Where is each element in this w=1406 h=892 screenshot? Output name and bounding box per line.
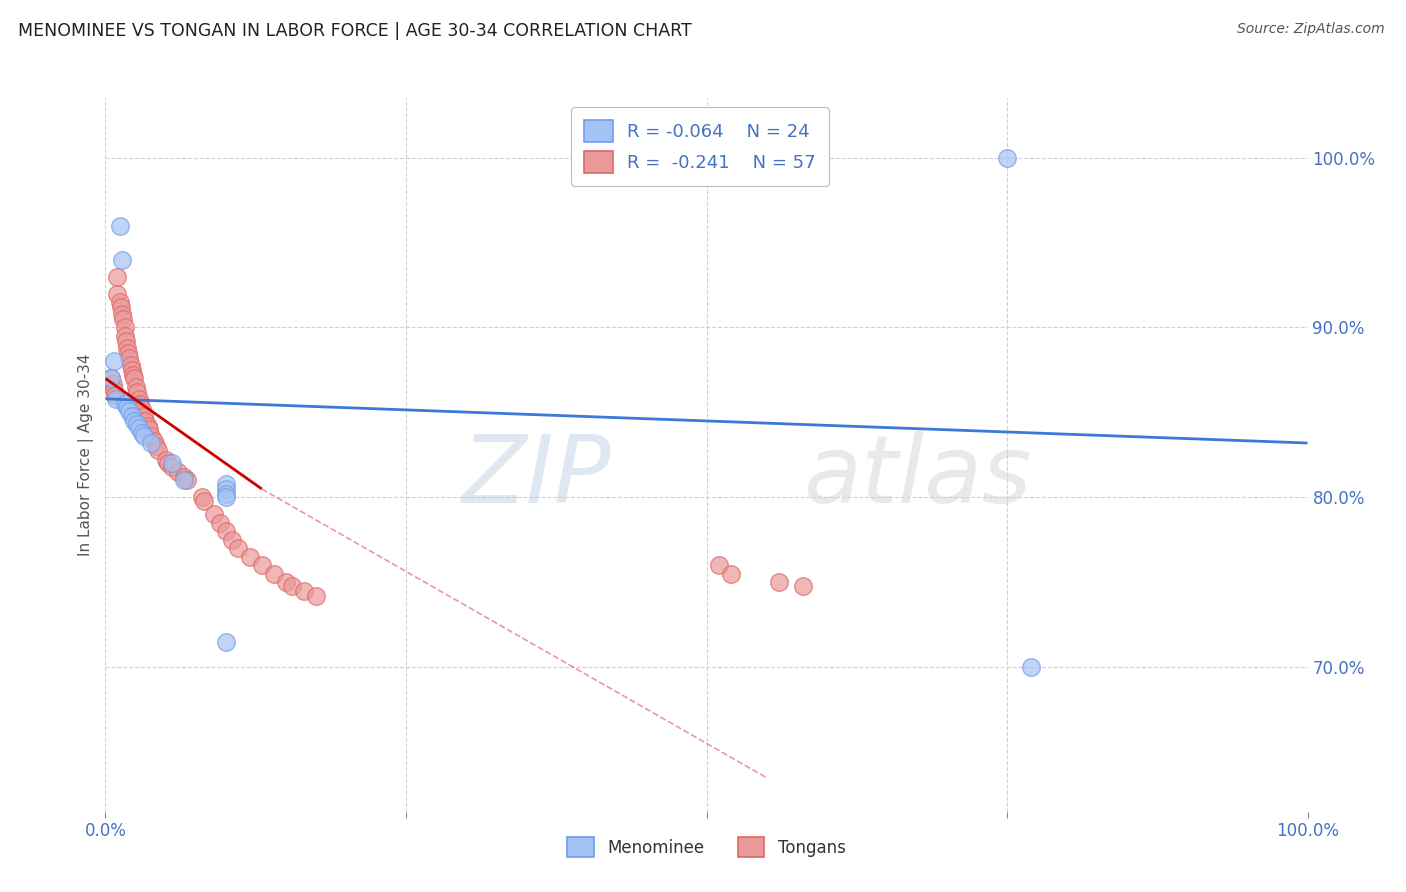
- Point: [214, 476, 236, 491]
- Point: [100, 371, 122, 385]
- Point: [214, 482, 236, 496]
- Legend: Menominee, Tongans: Menominee, Tongans: [561, 830, 852, 864]
- Point: [131, 402, 153, 417]
- Point: [173, 470, 195, 484]
- Point: [134, 414, 156, 428]
- Point: [132, 429, 155, 443]
- Point: [125, 417, 148, 432]
- Point: [107, 286, 129, 301]
- Point: [131, 425, 153, 440]
- Point: [118, 403, 141, 417]
- Point: [214, 635, 236, 649]
- Point: [114, 329, 136, 343]
- Point: [107, 269, 129, 284]
- Point: [120, 358, 142, 372]
- Point: [115, 401, 138, 415]
- Point: [214, 524, 236, 539]
- Point: [145, 439, 167, 453]
- Point: [115, 341, 138, 355]
- Point: [110, 300, 132, 314]
- Point: [208, 516, 231, 530]
- Point: [292, 583, 315, 598]
- Point: [160, 457, 183, 471]
- Point: [214, 491, 236, 505]
- Point: [173, 474, 195, 488]
- Point: [125, 385, 148, 400]
- Point: [263, 566, 285, 581]
- Text: atlas: atlas: [803, 431, 1031, 522]
- Point: [138, 422, 160, 436]
- Point: [214, 487, 236, 501]
- Point: [155, 453, 177, 467]
- Point: [103, 354, 125, 368]
- Point: [124, 380, 146, 394]
- Point: [105, 392, 128, 406]
- Point: [114, 397, 136, 411]
- Point: [792, 579, 814, 593]
- Point: [166, 465, 188, 479]
- Point: [176, 474, 198, 488]
- Point: [239, 549, 262, 564]
- Point: [128, 421, 150, 435]
- Point: [129, 397, 152, 411]
- Point: [121, 409, 143, 423]
- Point: [226, 541, 249, 556]
- Point: [128, 392, 150, 406]
- Point: [250, 558, 273, 573]
- Point: [122, 368, 145, 382]
- Point: [118, 351, 141, 365]
- Text: Source: ZipAtlas.com: Source: ZipAtlas.com: [1237, 22, 1385, 37]
- Point: [117, 346, 139, 360]
- Point: [193, 493, 215, 508]
- Point: [274, 575, 297, 590]
- Point: [136, 419, 159, 434]
- Point: [114, 320, 136, 334]
- Point: [108, 295, 131, 310]
- Point: [160, 459, 183, 474]
- Point: [108, 219, 131, 233]
- Point: [100, 371, 122, 385]
- Point: [148, 442, 170, 457]
- Point: [111, 252, 134, 267]
- Point: [104, 388, 127, 402]
- Point: [202, 508, 225, 522]
- Point: [768, 575, 790, 590]
- Point: [124, 414, 146, 428]
- Point: [707, 558, 730, 573]
- Point: [132, 409, 155, 423]
- Point: [101, 376, 124, 391]
- Point: [995, 151, 1018, 165]
- Point: [139, 429, 162, 443]
- Text: MENOMINEE VS TONGAN IN LABOR FORCE | AGE 30-34 CORRELATION CHART: MENOMINEE VS TONGAN IN LABOR FORCE | AGE…: [18, 22, 692, 40]
- Point: [221, 533, 243, 547]
- Point: [111, 307, 134, 321]
- Text: ZIP: ZIP: [461, 431, 610, 522]
- Y-axis label: In Labor Force | Age 30-34: In Labor Force | Age 30-34: [79, 353, 94, 557]
- Point: [281, 579, 304, 593]
- Point: [142, 434, 165, 449]
- Point: [190, 491, 212, 505]
- Point: [1019, 660, 1042, 674]
- Point: [156, 457, 179, 471]
- Point: [124, 371, 146, 385]
- Point: [305, 589, 328, 603]
- Point: [115, 334, 138, 348]
- Point: [112, 312, 135, 326]
- Point: [121, 363, 143, 377]
- Point: [720, 566, 742, 581]
- Point: [103, 384, 125, 398]
- Point: [139, 436, 162, 450]
